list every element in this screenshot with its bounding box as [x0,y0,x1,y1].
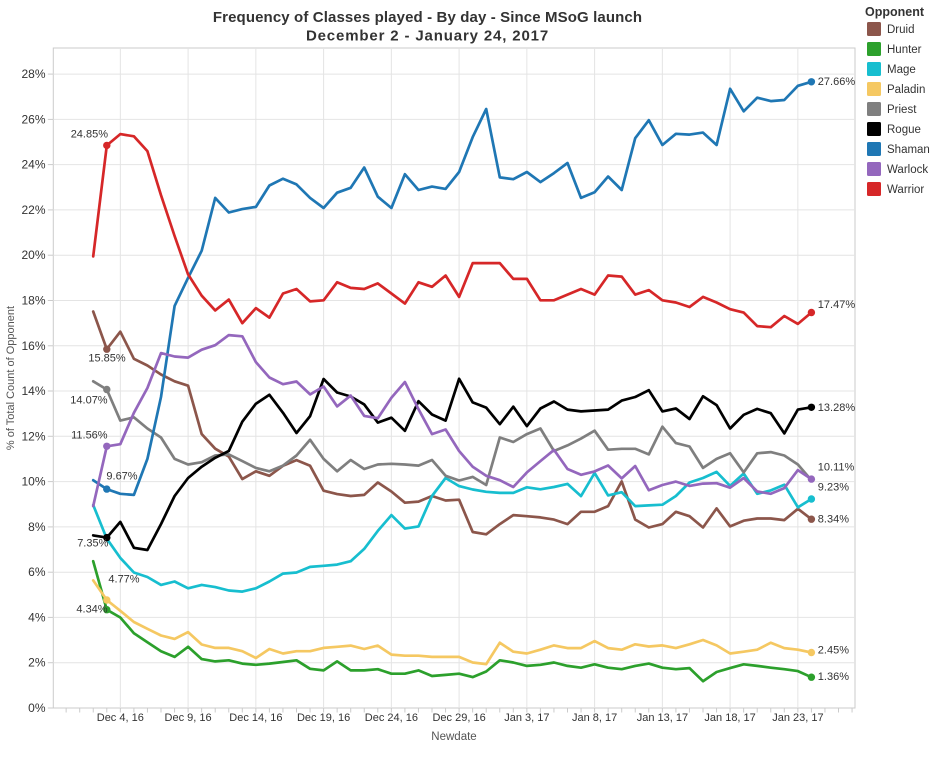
svg-text:Priest: Priest [887,104,917,116]
svg-text:Jan 18, 17: Jan 18, 17 [704,712,755,724]
svg-text:Jan 3, 17: Jan 3, 17 [504,712,549,724]
svg-text:Newdate: Newdate [431,731,476,743]
svg-text:13.28%: 13.28% [818,402,856,414]
svg-text:14.07%: 14.07% [70,395,108,407]
svg-text:% of Total Count of Opponent: % of Total Count of Opponent [5,306,17,450]
svg-text:Paladin: Paladin [887,84,925,96]
svg-text:8%: 8% [28,520,46,534]
svg-text:Warrior: Warrior [887,184,924,196]
svg-text:11.56%: 11.56% [71,430,108,442]
svg-text:Shaman: Shaman [887,144,930,156]
svg-text:4.77%: 4.77% [108,573,139,585]
svg-text:Dec 29, 16: Dec 29, 16 [432,712,485,724]
svg-text:Hunter: Hunter [887,44,922,56]
svg-text:24.85%: 24.85% [71,129,109,141]
svg-text:Rogue: Rogue [887,124,921,136]
svg-text:Dec 14, 16: Dec 14, 16 [229,712,282,724]
svg-text:28%: 28% [21,67,45,81]
svg-text:Jan 8, 17: Jan 8, 17 [572,712,617,724]
svg-text:2.45%: 2.45% [818,645,849,657]
svg-text:4.34%: 4.34% [76,603,107,615]
svg-text:4%: 4% [28,610,46,624]
svg-text:26%: 26% [21,112,45,126]
svg-text:10.11%: 10.11% [818,462,855,474]
svg-text:Warlock: Warlock [887,164,928,176]
svg-text:2%: 2% [28,656,46,670]
svg-text:Dec 24, 16: Dec 24, 16 [365,712,418,724]
svg-text:10%: 10% [21,475,45,489]
svg-text:Jan 13, 17: Jan 13, 17 [637,712,688,724]
svg-text:9.67%: 9.67% [106,471,137,483]
svg-text:17.47%: 17.47% [818,299,856,311]
svg-text:6%: 6% [28,565,46,579]
svg-text:22%: 22% [21,203,45,217]
svg-text:8.34%: 8.34% [818,514,849,526]
svg-text:27.66%: 27.66% [818,76,856,88]
svg-text:Mage: Mage [887,64,916,76]
svg-text:Dec 19, 16: Dec 19, 16 [297,712,350,724]
svg-text:20%: 20% [21,248,45,262]
svg-text:Opponent: Opponent [865,5,925,19]
svg-text:Frequency of Classes played -: Frequency of Classes played - By day - S… [213,9,642,26]
svg-text:14%: 14% [21,384,45,398]
svg-text:December 2 - January 24, 2017: December 2 - January 24, 2017 [306,28,549,45]
svg-text:12%: 12% [21,429,45,443]
svg-text:Jan 23, 17: Jan 23, 17 [772,712,823,724]
svg-text:9.23%: 9.23% [818,482,849,494]
svg-text:7.35%: 7.35% [77,538,108,550]
svg-text:0%: 0% [28,701,46,715]
svg-text:16%: 16% [21,339,45,353]
svg-text:Druid: Druid [887,24,914,36]
svg-text:18%: 18% [21,294,45,308]
svg-text:1.36%: 1.36% [818,671,849,683]
svg-text:Dec 4, 16: Dec 4, 16 [97,712,144,724]
svg-text:24%: 24% [21,158,45,172]
svg-text:15.85%: 15.85% [88,353,126,365]
svg-text:Dec 9, 16: Dec 9, 16 [165,712,212,724]
